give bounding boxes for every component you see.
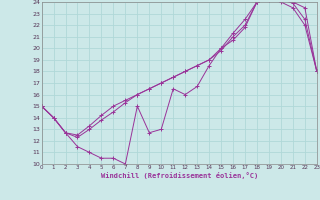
X-axis label: Windchill (Refroidissement éolien,°C): Windchill (Refroidissement éolien,°C)	[100, 172, 258, 179]
